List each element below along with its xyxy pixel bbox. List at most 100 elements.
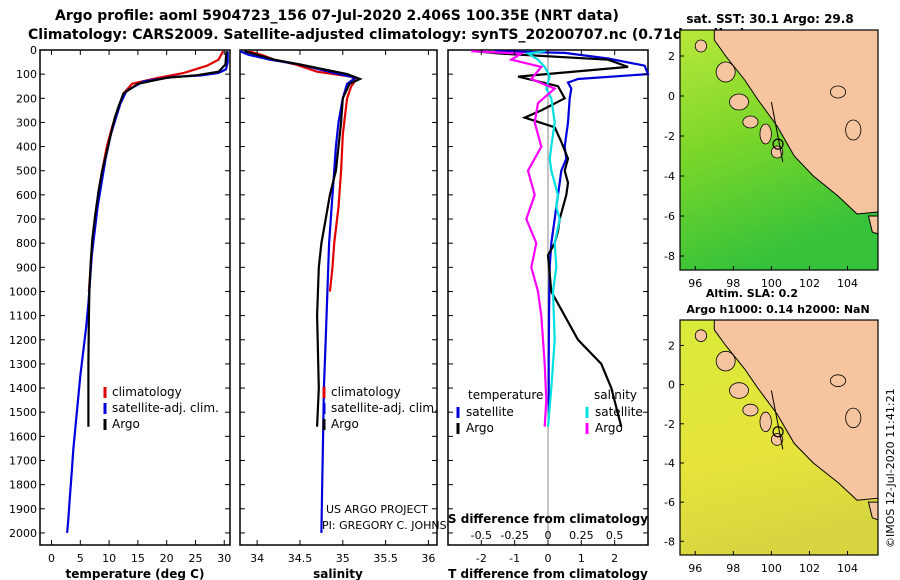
- y-tick-label: 1800: [9, 479, 37, 492]
- map-x-tick-label: 96: [688, 277, 702, 290]
- series-line-salinity-satellite: [524, 50, 561, 427]
- y-tick-label: 2000: [9, 527, 37, 540]
- x-tick-label: 10: [102, 552, 116, 565]
- legend-label: climatology: [331, 385, 401, 399]
- island: [729, 382, 749, 399]
- y-tick-label: 1400: [9, 382, 37, 395]
- x-tick-label: 30: [217, 552, 231, 565]
- x-tick-label: 5: [77, 552, 84, 565]
- y-tick-label: 200: [16, 92, 37, 105]
- x-tick-label: 35: [336, 552, 350, 565]
- x-tick-label: 0: [545, 552, 552, 565]
- y-tick-label: 1900: [9, 503, 37, 516]
- legend-label: Argo: [595, 421, 623, 435]
- map-x-tick-label: 96: [688, 562, 702, 575]
- island: [742, 403, 759, 417]
- map-x-tick-label: 104: [837, 277, 858, 290]
- island: [845, 119, 862, 141]
- legend-label: climatology: [112, 385, 182, 399]
- float-track: [770, 390, 784, 450]
- x-tick-label: 34.5: [288, 552, 313, 565]
- map-y-tick-label: -4: [664, 457, 675, 470]
- temperature-xlabel: temperature (deg C): [66, 567, 205, 580]
- island: [845, 407, 862, 429]
- map-y-tick-label: -6: [664, 496, 675, 509]
- y-tick-label: 500: [16, 165, 37, 178]
- x-tick-label: 15: [131, 552, 145, 565]
- salinity-xlabel: salinity: [313, 567, 363, 580]
- x-tick-label: -1: [509, 552, 520, 565]
- map-frame: [679, 29, 879, 271]
- y-tick-label: 300: [16, 116, 37, 129]
- map-x-tick-label: 102: [799, 562, 820, 575]
- sst-map-title: sat. SST: 30.1 Argo: 29.8: [686, 12, 853, 26]
- legend-label: Argo: [466, 421, 494, 435]
- legend-header: salinity: [594, 388, 637, 402]
- difference-x2label: S difference from climatology: [448, 512, 648, 526]
- y-tick-label: 1100: [9, 310, 37, 323]
- island: [742, 115, 759, 129]
- series-line-salinity-argo: [471, 50, 557, 427]
- island: [759, 411, 772, 433]
- legend-header: temperature: [468, 388, 543, 402]
- y-tick-label: 600: [16, 189, 37, 202]
- argo-position-marker: [772, 426, 784, 438]
- map-y-tick-label: 0: [668, 379, 675, 392]
- temperature-panel: 0100200300400500600700800900100011001200…: [9, 44, 231, 580]
- title-line-2: Climatology: CARS2009. Satellite-adjuste…: [28, 27, 746, 43]
- x-tick-label: 2: [611, 552, 618, 565]
- x2-tick-label: -0.5: [471, 529, 492, 542]
- map-y-tick-label: 2: [668, 50, 675, 63]
- island: [830, 374, 847, 387]
- island: [759, 123, 772, 145]
- y-tick-label: 1500: [9, 406, 37, 419]
- legend-label: Argo: [331, 417, 359, 431]
- series-line-temperature-argo: [474, 50, 629, 427]
- island: [694, 39, 708, 53]
- x2-tick-label: 0.5: [606, 529, 624, 542]
- y-tick-label: 1000: [9, 285, 37, 298]
- sla-map-panel: Altim. SLA: 0.2 Argo h1000: 0.14 h2000: …: [664, 287, 879, 575]
- y-tick-label: 1700: [9, 454, 37, 467]
- x-tick-label: 36: [421, 552, 435, 565]
- map-y-tick-label: -6: [664, 210, 675, 223]
- island: [694, 329, 708, 342]
- island: [729, 93, 749, 111]
- y-tick-label: 700: [16, 213, 37, 226]
- y-tick-label: 900: [16, 261, 37, 274]
- series-line-argo: [244, 50, 363, 427]
- x-tick-label: 34: [250, 552, 264, 565]
- x-tick-label: -2: [476, 552, 487, 565]
- legend-label: satellite-adj. clim.: [112, 401, 219, 415]
- x-tick-label: 20: [160, 552, 174, 565]
- x-tick-label: 1: [578, 552, 585, 565]
- x-tick-label: 25: [188, 552, 202, 565]
- map-frame: [679, 319, 879, 556]
- sst-map-panel: sat. SST: 30.1 Argo: 29.8 96 98 100 102 104 -…: [664, 12, 879, 290]
- map-x-tick-label: 100: [761, 562, 782, 575]
- x2-tick-label: -0.25: [500, 529, 528, 542]
- map-x-tick-label: 102: [799, 277, 820, 290]
- x2-tick-label: 0: [545, 529, 552, 542]
- series-line-argo: [87, 51, 228, 427]
- y-tick-label: 1200: [9, 334, 37, 347]
- difference-xlabel: T difference from climatology: [448, 567, 648, 580]
- argo-position-marker: [772, 138, 784, 150]
- pi-annotation: PI: GREGORY C. JOHNSON: [322, 519, 463, 532]
- island: [715, 61, 736, 83]
- temperature-axes-frame: [39, 49, 231, 546]
- float-track: [770, 101, 784, 163]
- map-y-tick-label: -2: [664, 130, 675, 143]
- sla-map-subtitle: Argo h1000: 0.14 h2000: NaN: [686, 303, 869, 316]
- map-y-tick-label: 2: [668, 339, 675, 352]
- credit-text: ©IMOS 12-Jul-2020 11:41:21: [884, 388, 897, 548]
- difference-panel: -2 -1 0 1 2 -0.5 -0.25 0 0.25 0.5 T difference fr…: [447, 49, 650, 580]
- y-tick-label: 1600: [9, 430, 37, 443]
- map-y-tick-label: -8: [664, 250, 675, 263]
- y-tick-label: 400: [16, 141, 37, 154]
- y-tick-label: 100: [16, 68, 37, 81]
- project-annotation: US ARGO PROJECT: [326, 503, 428, 516]
- y-tick-label: 1300: [9, 358, 37, 371]
- sla-map-title: Altim. SLA: 0.2: [706, 287, 798, 300]
- legend-label: satellite: [595, 405, 643, 419]
